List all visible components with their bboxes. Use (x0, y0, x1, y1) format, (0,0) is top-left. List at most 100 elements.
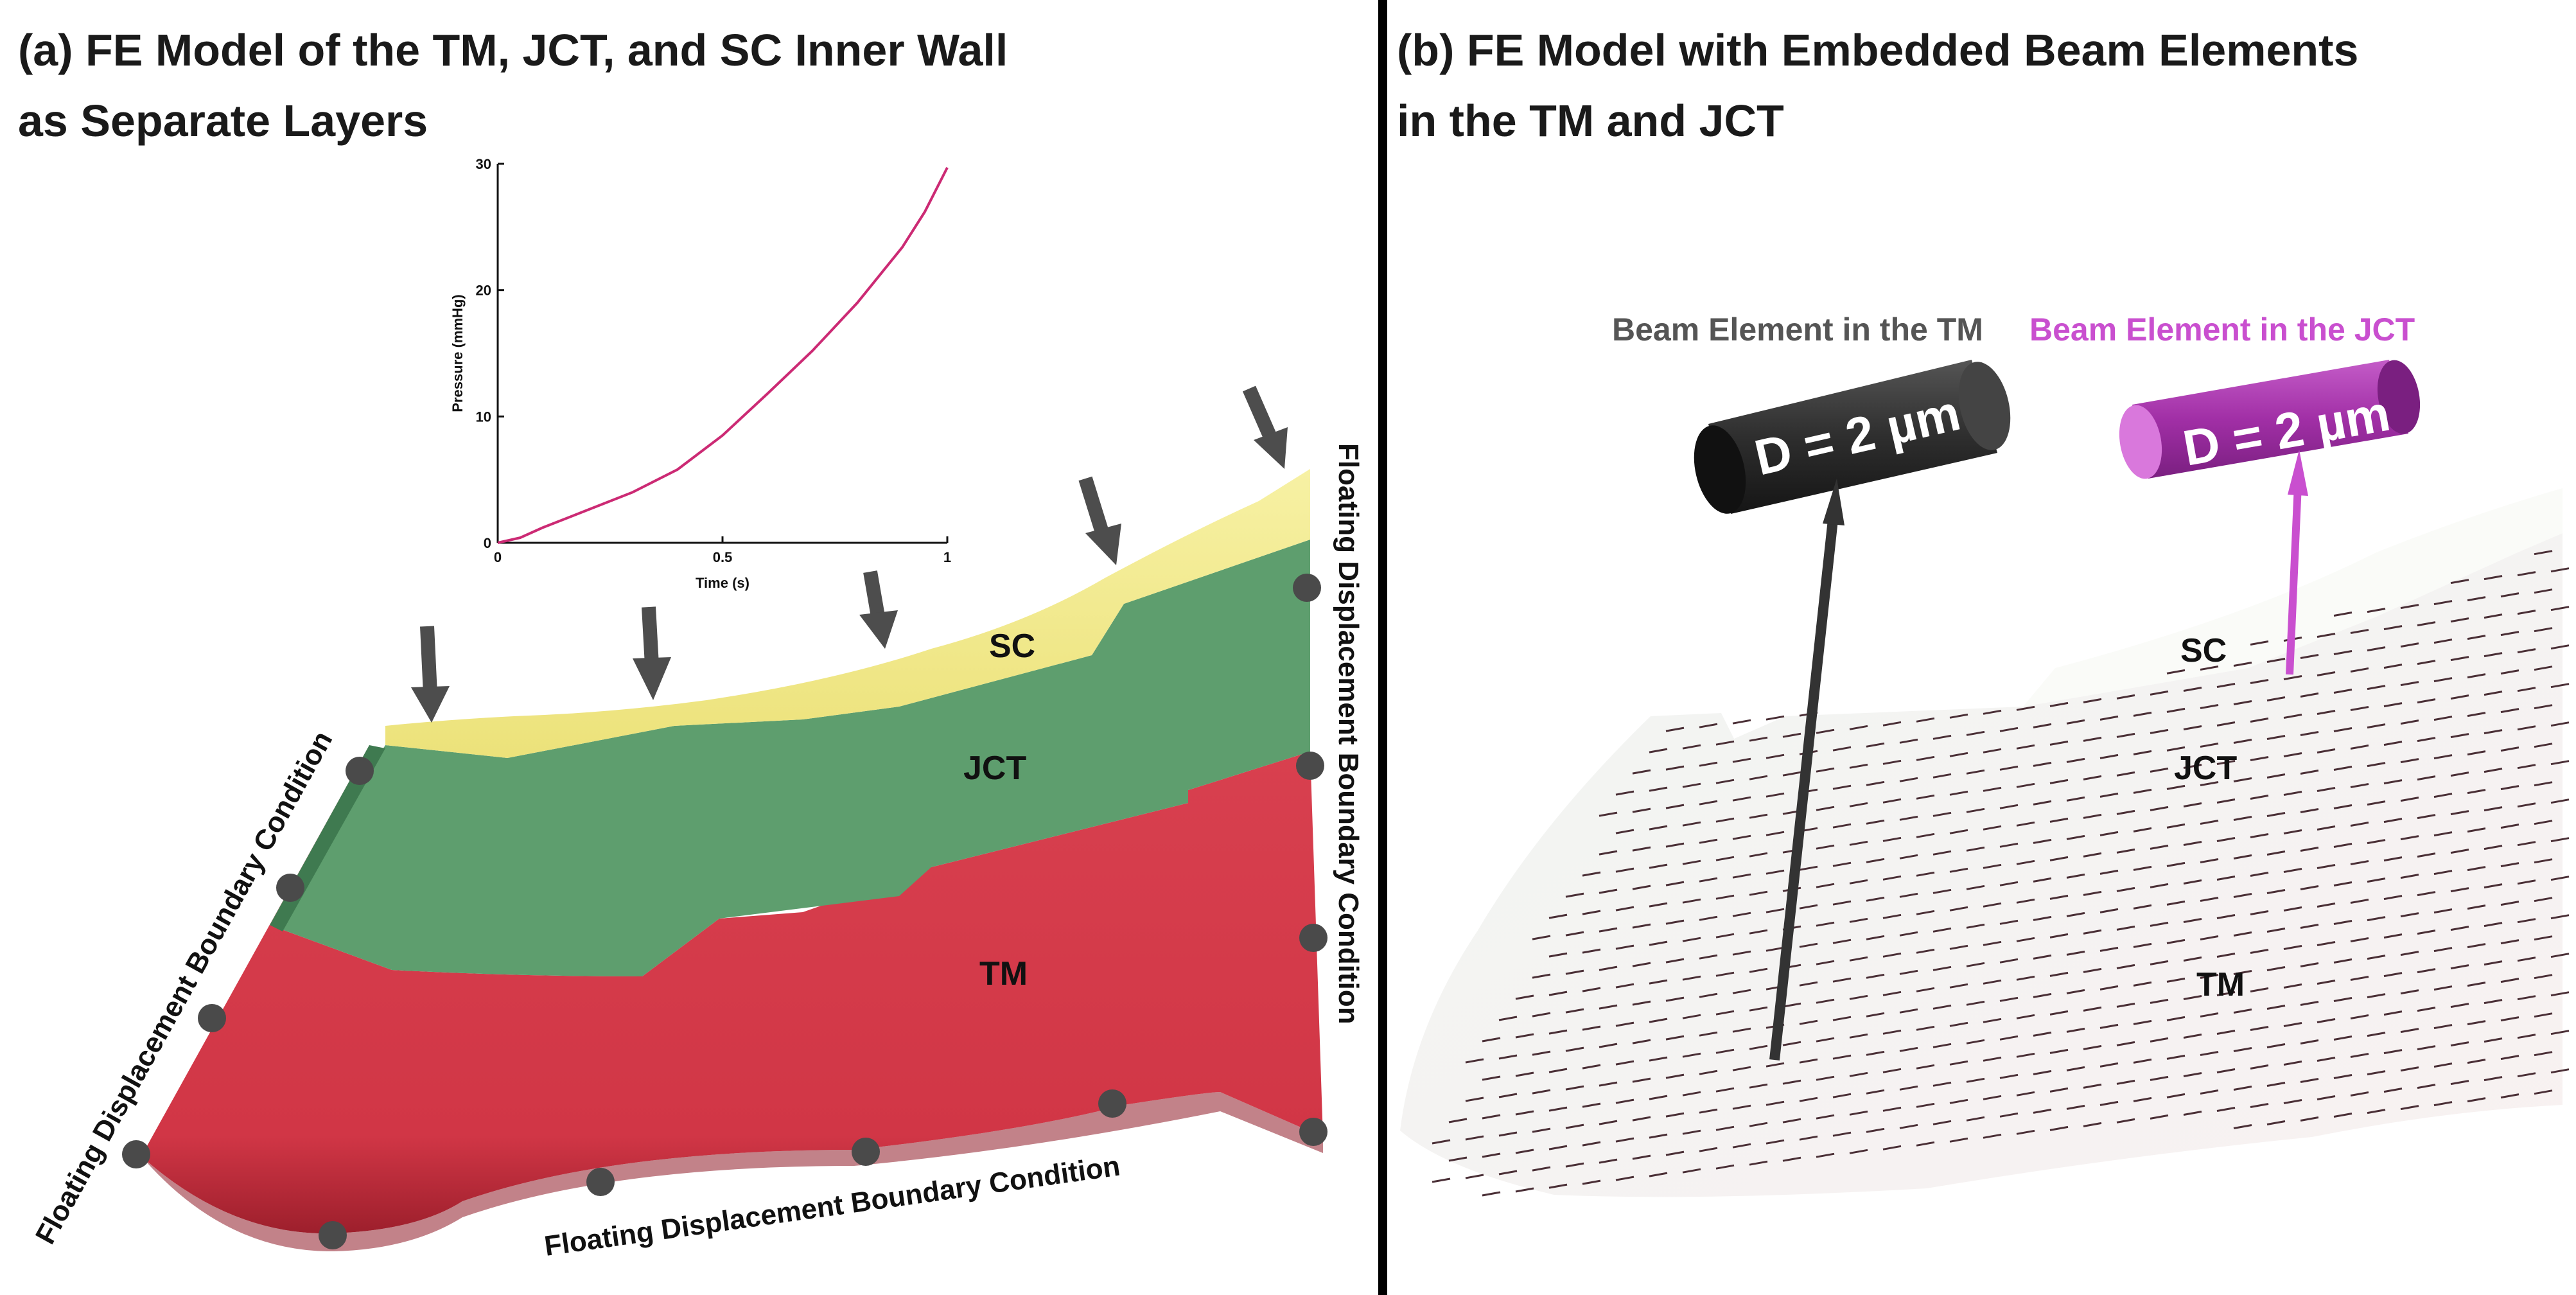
mesh-dash (1999, 881, 2019, 886)
mesh-dash (2116, 809, 2135, 815)
mesh-dash (1983, 709, 2002, 715)
mesh-dash (1849, 994, 1868, 1000)
mesh-dash (1649, 825, 1668, 831)
boundary-node (122, 1140, 150, 1168)
mesh-dash (1665, 1112, 1685, 1118)
mesh-dash (1882, 952, 1902, 958)
mesh-dash (1615, 1137, 1634, 1143)
mesh-dash (2534, 627, 2553, 633)
mesh-dash (2367, 1070, 2386, 1076)
mesh-dash (2049, 1010, 2069, 1016)
mesh-dash (1649, 786, 1668, 792)
mesh-dash (2467, 1059, 2486, 1064)
mesh-dash (2484, 768, 2503, 773)
mesh-dash (1482, 1075, 1501, 1081)
mesh-dash (1932, 888, 1952, 894)
mesh-dash (2200, 781, 2219, 786)
mesh-dash (1599, 1120, 1618, 1125)
mesh-dash (2216, 760, 2236, 765)
mesh-dash (2500, 824, 2519, 829)
mesh-dash (2150, 1075, 2169, 1081)
mesh-dash (1665, 842, 1685, 848)
mesh-dash (1649, 940, 1668, 946)
mesh-dash (2233, 816, 2252, 821)
mesh-dash (2417, 660, 2436, 665)
mesh-dash (1882, 759, 1902, 765)
mesh-dash (2150, 806, 2169, 811)
mesh-dash (2150, 844, 2169, 850)
mesh-dash (2200, 1089, 2219, 1095)
mesh-dash (1849, 1149, 1868, 1154)
mesh-dash (1699, 1070, 1718, 1075)
mesh-dash (1732, 757, 1751, 763)
mesh-dash (2116, 848, 2135, 854)
mesh-dash (1649, 979, 1668, 985)
mesh-dash (2550, 567, 2570, 573)
mesh-dash (2266, 1043, 2286, 1048)
mesh-dash (2200, 743, 2219, 748)
mesh-dash (1715, 894, 1735, 900)
panel-a-title-line1: (a) FE Model of the TM, JCT, and SC Inne… (18, 25, 1008, 75)
mesh-dash (1482, 1152, 1501, 1158)
mesh-dash (2083, 813, 2102, 819)
mesh-dash (2534, 1089, 2553, 1095)
mesh-dash (1983, 748, 2002, 753)
mesh-dash (1632, 962, 1651, 967)
mesh-dash (2016, 1052, 2035, 1058)
mesh-dash (2250, 910, 2269, 915)
mesh-dash (2150, 960, 2169, 965)
mesh-dash (2534, 897, 2553, 903)
mesh-dash (1932, 1120, 1952, 1125)
mesh-dash (2433, 985, 2453, 991)
mesh-dash (2500, 1055, 2519, 1061)
mesh-dash (2550, 837, 2570, 843)
mesh-dash (2166, 1016, 2186, 1021)
mesh-dash (2350, 1014, 2369, 1019)
mesh-dash (2450, 656, 2469, 662)
mesh-dash (1582, 1141, 1601, 1147)
mesh-dash (2066, 989, 2085, 994)
mesh-dash (2200, 665, 2219, 671)
mesh-dash (2350, 1053, 2369, 1058)
mesh-dash (2333, 881, 2353, 886)
mesh-dash (2200, 897, 2219, 902)
mesh-dash (2083, 929, 2102, 935)
mesh-dash (2367, 839, 2386, 845)
mesh-dash (2317, 980, 2336, 985)
mesh-dash (2484, 960, 2503, 966)
mesh-dash (1766, 753, 1785, 759)
mesh-dash (1632, 846, 1651, 852)
mesh-dash (2200, 974, 2219, 979)
mesh-dash (1916, 1064, 1935, 1070)
boundary-node (852, 1138, 880, 1166)
mesh-dash (2250, 949, 2269, 954)
mesh-dash (2500, 708, 2519, 714)
mesh-dash (1665, 958, 1685, 964)
mesh-dash (1715, 933, 1735, 938)
mesh-dash (2400, 1028, 2419, 1034)
mesh-dash (2517, 841, 2536, 847)
mesh-dash (2350, 783, 2369, 788)
mesh-dash (2333, 766, 2353, 771)
mesh-dash (2400, 681, 2419, 687)
mesh-dash (2266, 735, 2286, 740)
mesh-dash (1599, 965, 1618, 971)
mesh-dash (2550, 1030, 2570, 1035)
mesh-dash (1599, 811, 1618, 817)
mesh-dash (2283, 983, 2302, 989)
mesh-dash (1465, 1174, 1484, 1179)
mesh-dash (1766, 715, 1785, 721)
mesh-dash (2150, 690, 2169, 696)
y-tick-label: 0 (484, 535, 491, 551)
mesh-dash (1615, 790, 1634, 796)
mesh-dash (2066, 912, 2085, 917)
mesh-dash (2233, 739, 2252, 744)
mesh-dash (1732, 912, 1751, 917)
mesh-dash (1949, 1021, 1968, 1027)
mesh-dash (1983, 1133, 2002, 1139)
mesh-dash (2133, 750, 2152, 755)
mesh-dash (1665, 1035, 1685, 1041)
mesh-dash (1916, 794, 1935, 800)
mesh-dash (1532, 1012, 1551, 1018)
mesh-dash (2066, 1104, 2085, 1110)
